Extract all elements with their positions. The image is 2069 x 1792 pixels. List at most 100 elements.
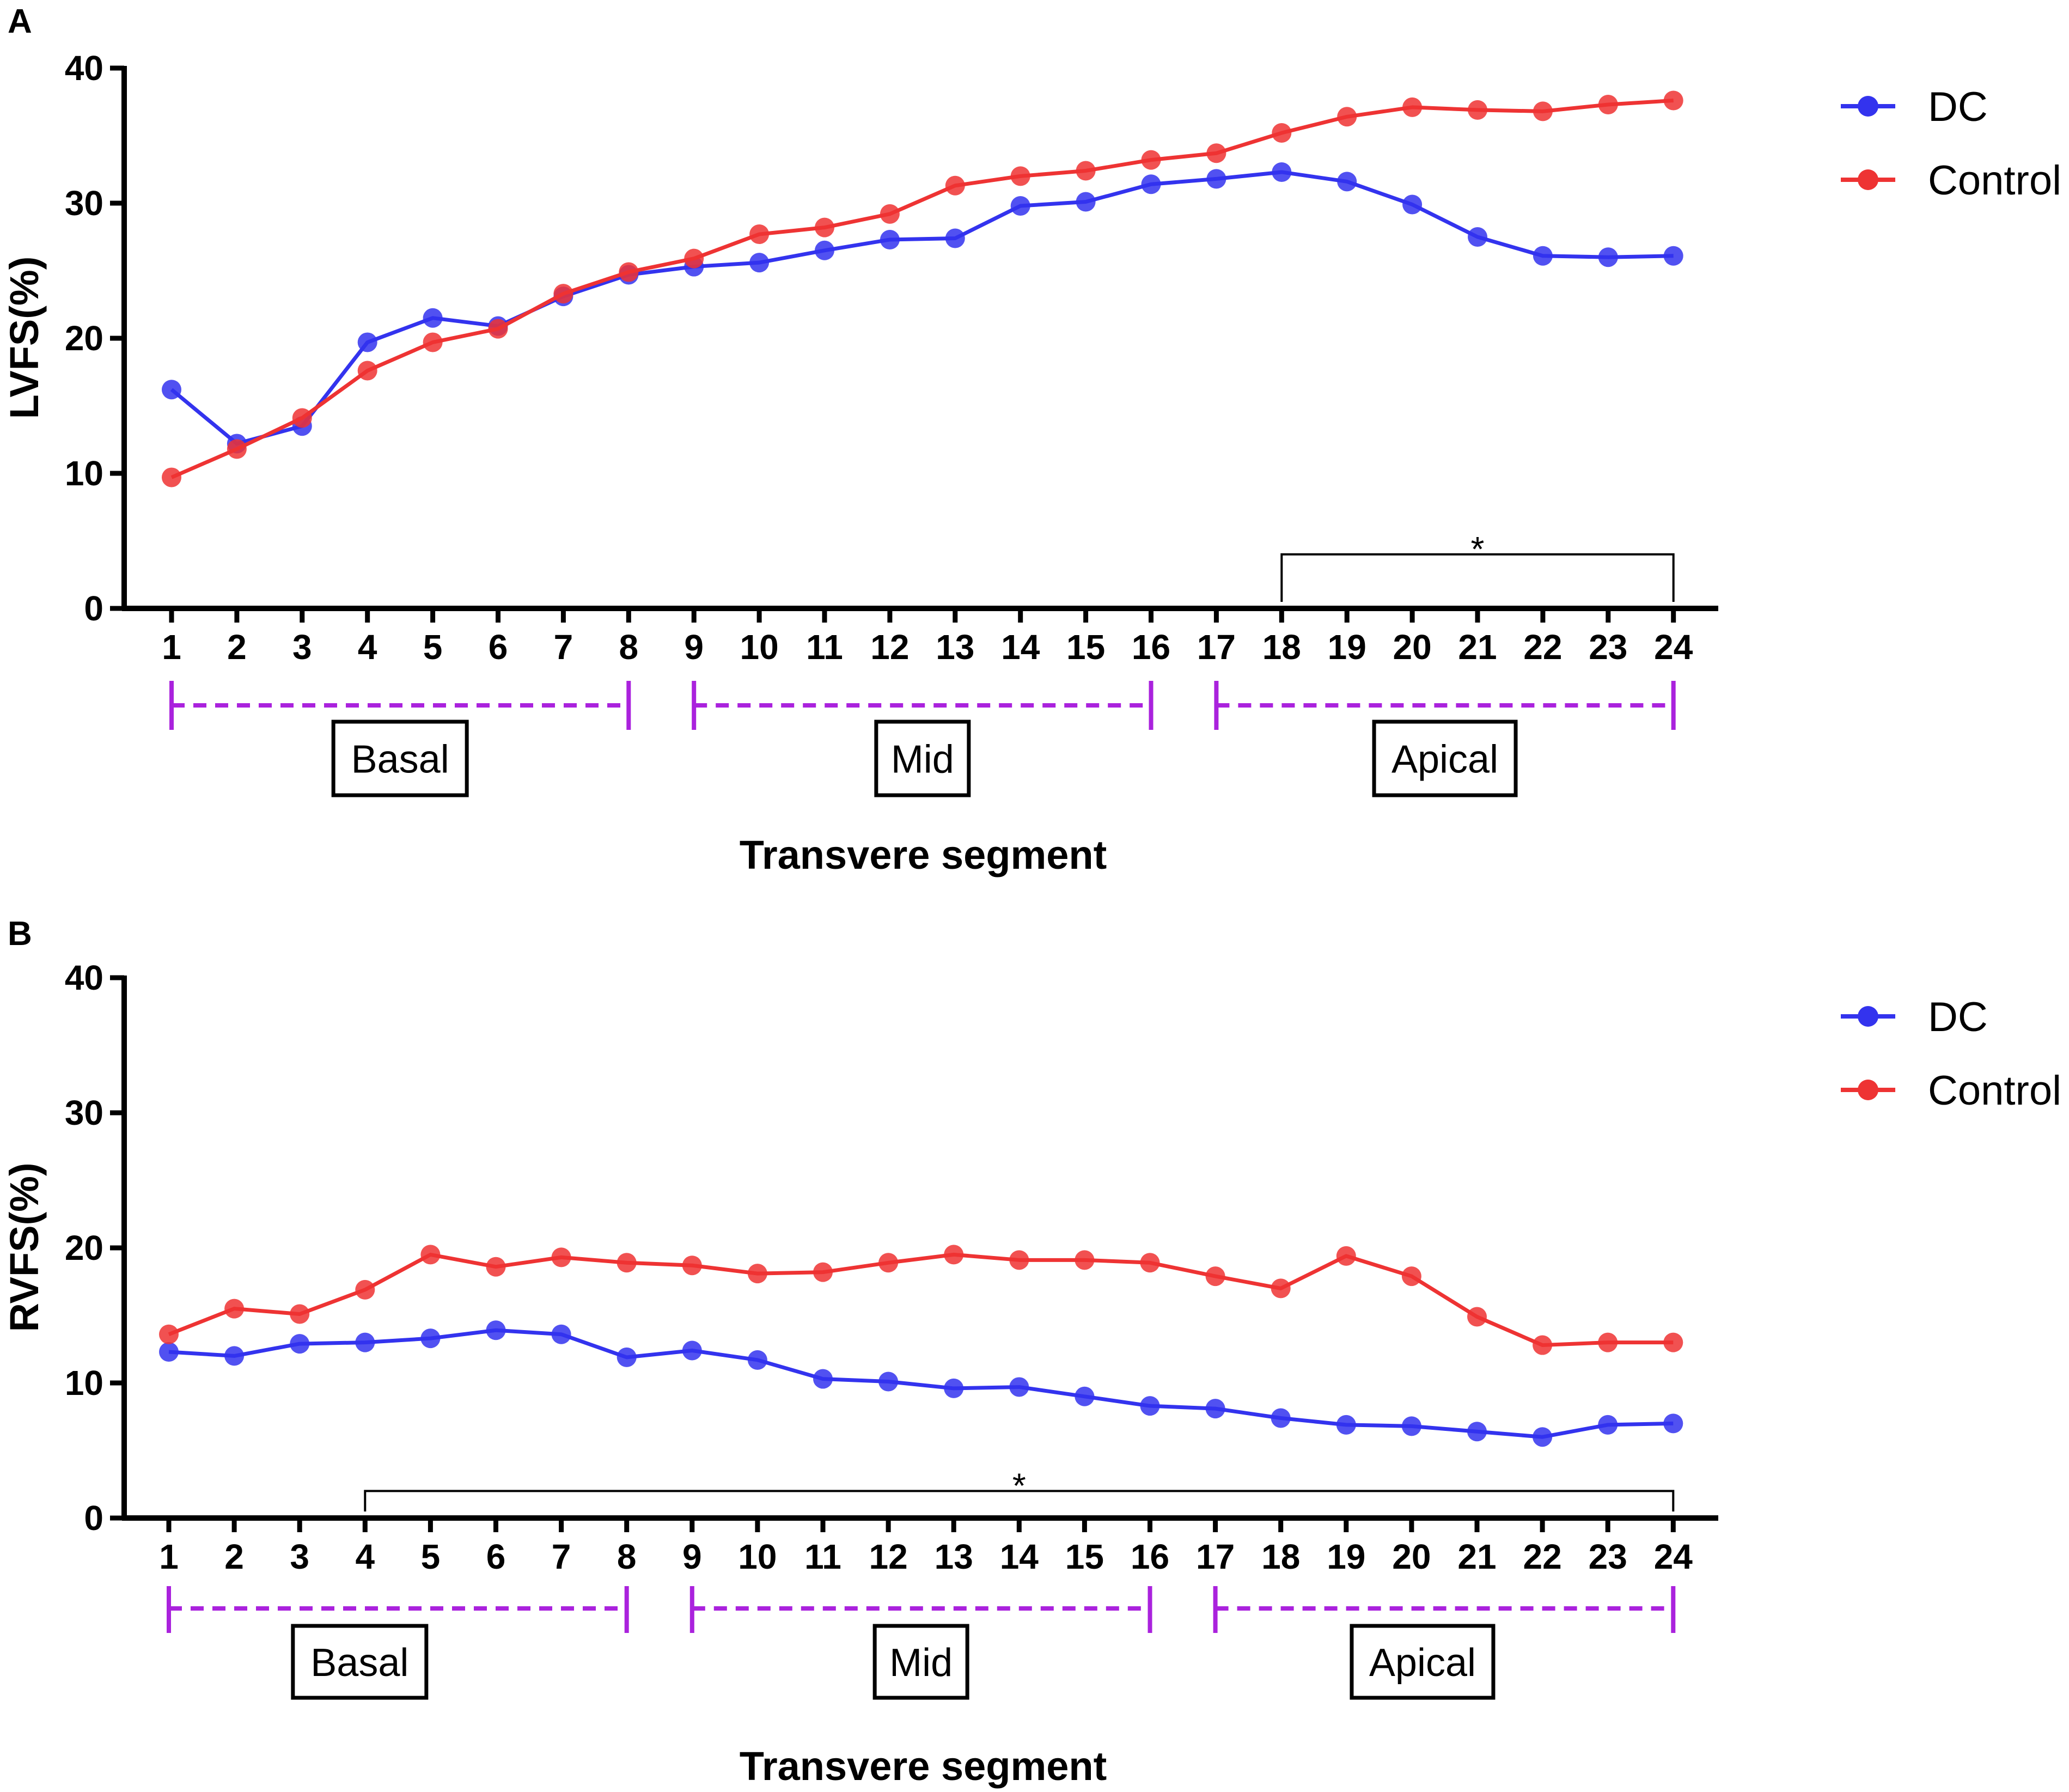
panel-a-point-dc xyxy=(162,380,181,400)
panel-a-point-dc xyxy=(1663,246,1683,266)
panel-a-y-tick-label: 0 xyxy=(84,589,103,628)
panel-b-x-tick-label: 6 xyxy=(486,1537,506,1576)
panel-a-point-control xyxy=(1010,166,1030,186)
panel-a-region-box xyxy=(1372,720,1518,797)
panel-a-x-tick-label: 5 xyxy=(423,627,443,667)
panel-b-x-tick-label: 1 xyxy=(159,1537,179,1576)
panel-a-x-tick-label: 2 xyxy=(227,627,247,667)
panel-b-point-dc xyxy=(813,1369,833,1389)
panel-b-x-tick-label: 13 xyxy=(935,1537,973,1576)
panel-b-x-tick-label: 7 xyxy=(552,1537,571,1576)
panel-a-point-control xyxy=(749,224,770,245)
panel-a-x-tick-label: 17 xyxy=(1197,627,1236,667)
panel-b-y-tick-label: 0 xyxy=(84,1498,103,1538)
panel-b-x-tick-label: 23 xyxy=(1589,1537,1627,1576)
panel-b-point-control xyxy=(1205,1266,1225,1287)
panel-b-point-dc xyxy=(1467,1422,1487,1442)
panel-b-point-control xyxy=(1140,1253,1160,1273)
panel-a-point-dc xyxy=(749,253,770,273)
panel-b-point-dc xyxy=(682,1340,702,1361)
panel-b-x-tick-label: 8 xyxy=(617,1537,637,1576)
panel-a-series-line-control xyxy=(170,99,1674,479)
panel-b-point-dc xyxy=(878,1372,899,1392)
panel-a-point-dc xyxy=(815,240,834,260)
panel-a-x-tick-label: 22 xyxy=(1523,627,1562,667)
panel-a-point-control xyxy=(488,319,508,339)
panel-b-x-tick-label: 18 xyxy=(1261,1537,1300,1576)
panel-b-region-label-mid: Mid xyxy=(889,1641,953,1685)
panel-b-point-dc xyxy=(747,1350,767,1370)
panel-a-x-tick-label: 13 xyxy=(936,627,974,667)
panel-a-point-control xyxy=(553,284,573,304)
panel-a-region-box xyxy=(874,720,971,797)
panel-b-point-control xyxy=(355,1279,375,1300)
panel-b-x-tick-label: 2 xyxy=(224,1537,244,1576)
panel-b-point-dc xyxy=(617,1347,637,1367)
panel-a-x-tick-label: 18 xyxy=(1262,627,1301,667)
panel-a-y-tick-label: 30 xyxy=(65,184,103,223)
panel-b-x-tick-label: 19 xyxy=(1327,1537,1365,1576)
panel-a-point-control xyxy=(1076,161,1096,181)
panel-b-region-box xyxy=(1350,1624,1496,1700)
panel-b-point-control xyxy=(682,1255,702,1276)
panel-b-point-control xyxy=(1075,1250,1095,1270)
panel-a-x-tick-label: 10 xyxy=(740,627,779,667)
panel-b-x-tick-label: 5 xyxy=(421,1537,441,1576)
panel-a-point-control xyxy=(619,262,639,282)
panel-b-point-control xyxy=(747,1264,767,1284)
panel-a-x-tick-label: 16 xyxy=(1132,627,1170,667)
panel-a-x-tick-label: 19 xyxy=(1328,627,1366,667)
panel-a-point-control xyxy=(357,361,377,381)
panel-a-x-tick-label: 8 xyxy=(619,627,639,667)
panel-b-point-dc xyxy=(1271,1408,1291,1428)
panel-a-y-tick-label: 20 xyxy=(65,319,103,358)
panel-a-point-control xyxy=(1598,94,1618,114)
panel-a-significance-label: * xyxy=(1471,529,1485,569)
panel-b-point-dc xyxy=(1663,1413,1683,1434)
panel-b-point-control xyxy=(1467,1307,1487,1327)
panel-a-point-control xyxy=(815,217,834,237)
panel-a-point-dc xyxy=(945,228,965,248)
panel-a-x-tick-label: 4 xyxy=(358,627,377,667)
panel-a-x-axis-title: Transvere segment xyxy=(740,832,1107,877)
panel-a-point-control xyxy=(1402,97,1423,117)
panel-b-x-axis-title: Transvere segment xyxy=(740,1744,1107,1789)
panel-b-x-tick-label: 14 xyxy=(1000,1537,1039,1576)
panel-a-x-tick-label: 14 xyxy=(1001,627,1040,667)
panel-a-x-tick-label: 9 xyxy=(684,627,704,667)
panel-b-x-tick-label: 11 xyxy=(804,1537,841,1576)
panel-b-point-control xyxy=(878,1253,899,1273)
panel-b-y-tick-label: 10 xyxy=(65,1363,103,1403)
panel-b-point-control xyxy=(486,1257,506,1277)
panel-a-legend-marker-dc xyxy=(1858,96,1878,117)
panel-a-x-tick-label: 24 xyxy=(1654,627,1693,667)
panel-a-significance-bracket xyxy=(1280,553,1675,602)
panel-a-series-line-dc xyxy=(170,170,1674,446)
panel-b-y-axis-title: RVFS(%) xyxy=(2,1162,47,1332)
panel-b-point-control xyxy=(1271,1278,1291,1299)
panel-a-point-dc xyxy=(1468,227,1487,247)
panel-a-point-dc xyxy=(1076,192,1096,212)
panel-a-point-control xyxy=(423,332,443,352)
panel-a-x-tick-label: 21 xyxy=(1458,627,1497,667)
panel-a-x-tick-label: 23 xyxy=(1589,627,1627,667)
panel-b-point-control xyxy=(1009,1250,1029,1270)
panel-a-point-control xyxy=(162,467,181,487)
panel-b-point-dc xyxy=(1140,1396,1160,1416)
panel-a-label: A xyxy=(8,3,32,40)
panel-b-significance-label: * xyxy=(1012,1466,1026,1505)
panel-a-region-label-basal: Basal xyxy=(351,738,449,782)
panel-b-point-control xyxy=(290,1304,310,1324)
panel-a-point-dc xyxy=(1337,172,1357,192)
panel-a-point-control xyxy=(684,248,704,269)
panel-b-point-control xyxy=(159,1324,179,1344)
panel-a-x-tick-label: 7 xyxy=(554,627,573,667)
panel-a-point-dc xyxy=(1533,246,1553,266)
panel-b-point-control xyxy=(224,1299,245,1319)
panel-b-point-dc xyxy=(355,1332,375,1352)
panel-a-point-control xyxy=(1468,100,1487,120)
panel-b-series-line-dc xyxy=(168,1328,1674,1439)
panel-a-point-control xyxy=(227,439,247,459)
panel-b-point-control xyxy=(1663,1332,1683,1352)
panel-a-point-dc xyxy=(1598,247,1618,267)
